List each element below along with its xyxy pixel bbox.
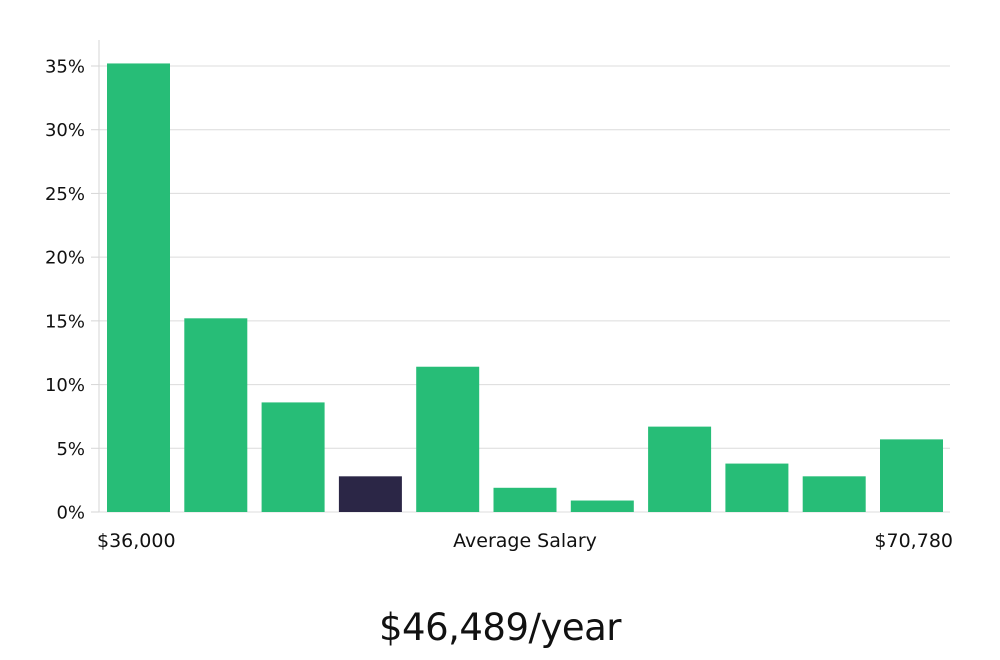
- y-tick-label: 15%: [45, 311, 85, 332]
- y-tick-label: 30%: [45, 120, 85, 141]
- y-tick-label: 35%: [45, 57, 85, 78]
- y-axis-ticks: 0% 5% 10% 15% 20% 25% 30% 35%: [45, 57, 99, 524]
- bar: [184, 318, 248, 512]
- bar: [493, 487, 557, 512]
- y-tick-label: 20%: [45, 248, 85, 269]
- x-label-average: Average Salary: [453, 530, 597, 552]
- bar: [261, 402, 325, 512]
- bar: [416, 366, 480, 512]
- x-label-min: $36,000: [97, 530, 176, 552]
- bars: [107, 63, 943, 513]
- bar: [570, 500, 634, 512]
- bar: [802, 476, 866, 512]
- bar-highlighted: [338, 476, 402, 512]
- bar: [107, 63, 170, 513]
- y-tick-label: 25%: [45, 184, 85, 205]
- bar: [725, 463, 789, 512]
- bar: [880, 439, 943, 512]
- x-axis-labels: $36,000 Average Salary $70,780: [97, 530, 953, 552]
- y-tick-label: 10%: [45, 375, 85, 396]
- average-salary-value: $46,489/year: [378, 606, 622, 649]
- x-label-max: $70,780: [874, 530, 953, 552]
- bar: [648, 426, 712, 512]
- y-tick-label: 0%: [56, 503, 85, 524]
- y-tick-label: 5%: [56, 439, 85, 460]
